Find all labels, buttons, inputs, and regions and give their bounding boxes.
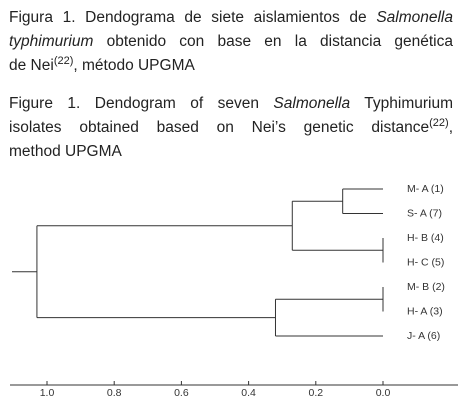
caption-text: Salmonella — [273, 95, 351, 112]
leaf-label: J- A (6) — [407, 330, 440, 342]
x-tick-label: 0.2 — [308, 387, 323, 399]
caption-line: Figure 1. Dendogram of seven Salmonella … — [9, 92, 453, 116]
caption-text: method UPGMA — [9, 143, 122, 160]
caption-text: Salmonella — [376, 9, 453, 26]
x-tick-label: 0.8 — [107, 387, 122, 399]
caption-line: de Nei(22), método UPGMA — [9, 54, 453, 78]
caption-text: de Nei — [9, 57, 54, 74]
x-tick-label: 0.4 — [241, 387, 256, 399]
x-tick-label: 0.0 — [376, 387, 391, 399]
caption-text: typhimurium — [9, 33, 94, 50]
leaf-label: M- A (1) — [407, 183, 444, 195]
x-tick-label: 0.6 — [174, 387, 189, 399]
x-tick-label: 1.0 — [40, 387, 55, 399]
caption-text: obtenido con base en la distancia genéti… — [93, 33, 453, 50]
caption-line: method UPGMA — [9, 140, 453, 164]
caption-es: Figura 1. Dendograma de siete aislamient… — [9, 6, 453, 78]
reference: (22) — [53, 54, 74, 67]
caption-text: Figure 1. Dendogram of seven — [9, 95, 274, 112]
leaf-label: H- C (5) — [407, 256, 444, 268]
caption-en: Figure 1. Dendogram of seven Salmonella … — [9, 92, 453, 164]
caption-text: , — [448, 119, 453, 136]
leaf-label: H- A (3) — [407, 305, 443, 317]
caption-line: typhimurium obtenido con base en la dist… — [9, 30, 453, 54]
caption-line: isolates obtained based on Nei’s genetic… — [9, 116, 453, 140]
caption-text: Typhimurium — [350, 95, 454, 112]
caption-text: Figura 1. Dendograma de siete aislamient… — [9, 9, 377, 26]
leaf-label: S- A (7) — [407, 207, 442, 219]
leaf-label: H- B (4) — [407, 232, 444, 244]
caption-text: , método UPGMA — [73, 57, 195, 74]
leaf-label: M- B (2) — [407, 281, 445, 293]
reference: (22) — [429, 116, 449, 129]
caption-text: isolates obtained based on Nei’s genetic… — [9, 119, 430, 136]
caption-line: Figura 1. Dendograma de siete aislamient… — [9, 6, 453, 30]
